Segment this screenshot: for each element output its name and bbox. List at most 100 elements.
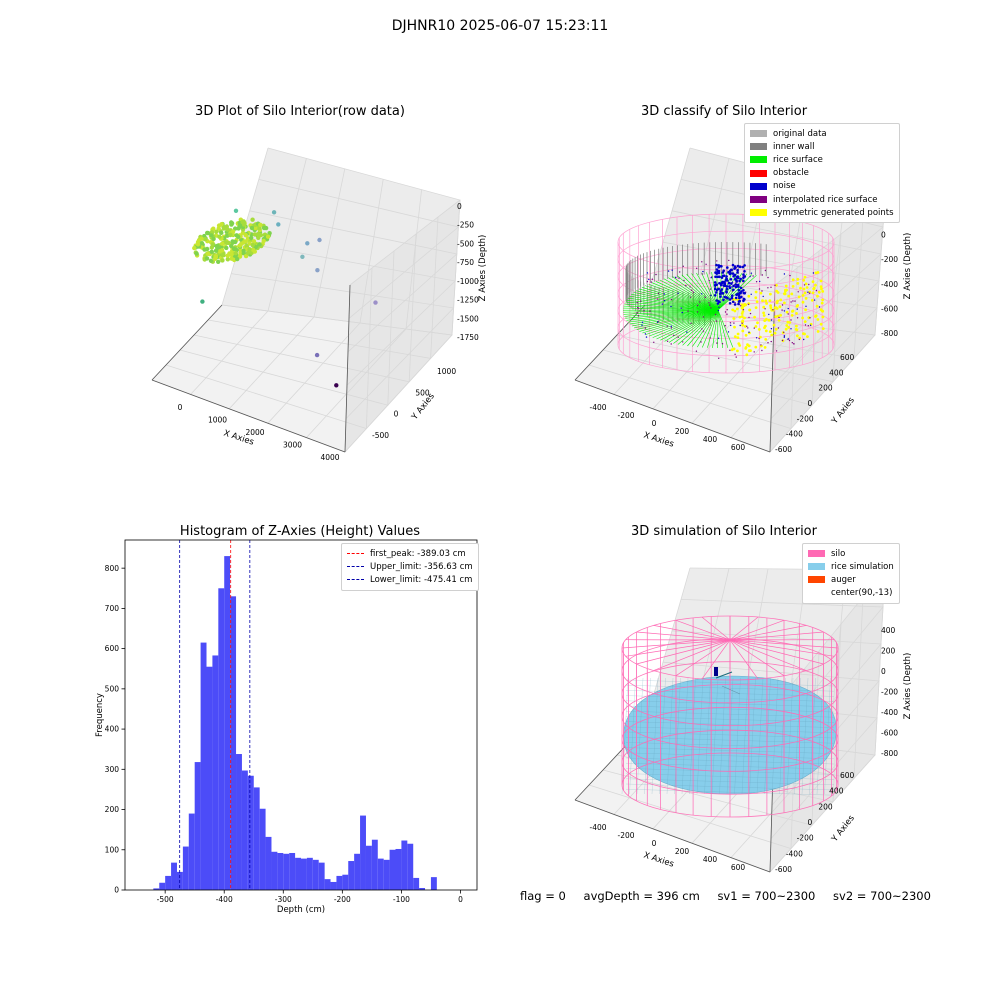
interpolated-point [715,320,718,322]
z-tick-label: -800 [881,329,898,338]
noise-point [644,333,647,335]
symmetric-point [754,290,758,294]
x-tick-label: 2000 [245,428,264,437]
symmetric-point [794,328,798,331]
noise-point [735,293,738,297]
interpolated-point [735,356,737,358]
y-tick-label: 200 [818,384,833,393]
rice-surface-ray [686,273,719,311]
noise-point [686,331,688,333]
rice-point [210,242,215,247]
rice-surface-ray [648,309,719,337]
symmetric-point [740,312,744,315]
y-axis-label: Frequency [95,693,105,737]
symmetric-point [801,316,804,320]
rice-point [212,256,218,261]
noise-point [768,313,770,316]
symmetric-point [784,288,787,292]
interpolated-point [770,286,772,288]
rice-point [199,241,205,246]
noise-point [722,298,725,302]
symmetric-point [804,308,807,312]
legend-label: first_peak: -389.03 cm [370,548,466,559]
rice-surface-ray [636,309,719,330]
mesh-line [816,677,824,795]
rice-point [203,237,208,242]
roof-line [625,639,731,657]
noise-point [790,328,792,330]
symmetric-point [785,324,789,327]
rice-surface-ray [701,272,719,311]
z-tick-label: -1750 [457,333,479,342]
z-tick-label: -500 [457,239,474,248]
symmetric-point [775,300,779,304]
roof-line [729,631,824,641]
noise-point [680,307,682,309]
symmetric-point [795,324,798,328]
noise-point [726,266,729,269]
histogram-bar [165,875,172,890]
roof-line [729,619,785,641]
z-tick-label: 200 [881,647,896,656]
interpolated-point [708,302,710,304]
histogram-bar [218,588,225,890]
noise-point [728,285,731,288]
symmetric-point [731,308,735,312]
x-tick-label: -500 [157,895,174,904]
noise-point [770,319,773,321]
noise-point [732,288,735,292]
scatter-point [233,208,239,213]
rice-surface-ray [633,292,719,311]
roof-line [729,639,839,649]
symmetric-point [802,332,805,335]
symmetric-point [816,271,820,274]
legend-line [347,566,364,568]
rice-point [194,251,199,256]
histogram-bar [318,862,325,890]
noise-point [731,286,733,288]
noise-point [803,338,805,341]
histogram-bar [312,859,319,890]
symmetric-point [777,318,781,322]
symmetric-point [820,309,824,313]
rice-point [214,229,219,234]
noise-point [718,292,722,296]
y-axis-line [151,304,223,381]
rice-surface-ray [639,309,719,332]
rice-point [221,226,227,231]
histogram-bar [354,853,361,890]
symmetric-point [788,321,792,324]
legend-item: original data [750,127,894,140]
x-tick-label: -400 [589,823,606,832]
symmetric-point [737,342,741,345]
rice-surface-ray [656,309,719,340]
symmetric-point [738,315,742,319]
symmetric-point [812,287,816,291]
rice-surface-ray [672,276,719,311]
symmetric-point [819,279,823,283]
mesh-line [749,677,756,795]
interpolated-point [679,271,681,273]
legend-swatch [808,576,825,584]
legend-label: noise [773,181,796,192]
rice-surface-ray [629,309,719,325]
y-tick-label: 200 [818,802,833,811]
rice-surface-ray [636,290,719,311]
histogram-bar [389,849,396,890]
rice-point [249,235,254,241]
mesh-line [704,677,711,795]
noise-point [783,310,786,312]
rice-surface-ray [717,274,753,311]
rice-point [219,222,224,227]
symmetric-point [765,302,768,305]
rice-point [267,231,272,236]
noise-point [717,337,720,339]
flag-text: flag = 0 [520,889,566,903]
symmetric-point [744,347,748,350]
symmetric-point [810,298,814,302]
symmetric-point [741,329,745,333]
interpolated-point [702,330,705,332]
rice-point [205,251,210,256]
rice-surface-ray [717,275,757,311]
histogram-bar [336,875,343,890]
